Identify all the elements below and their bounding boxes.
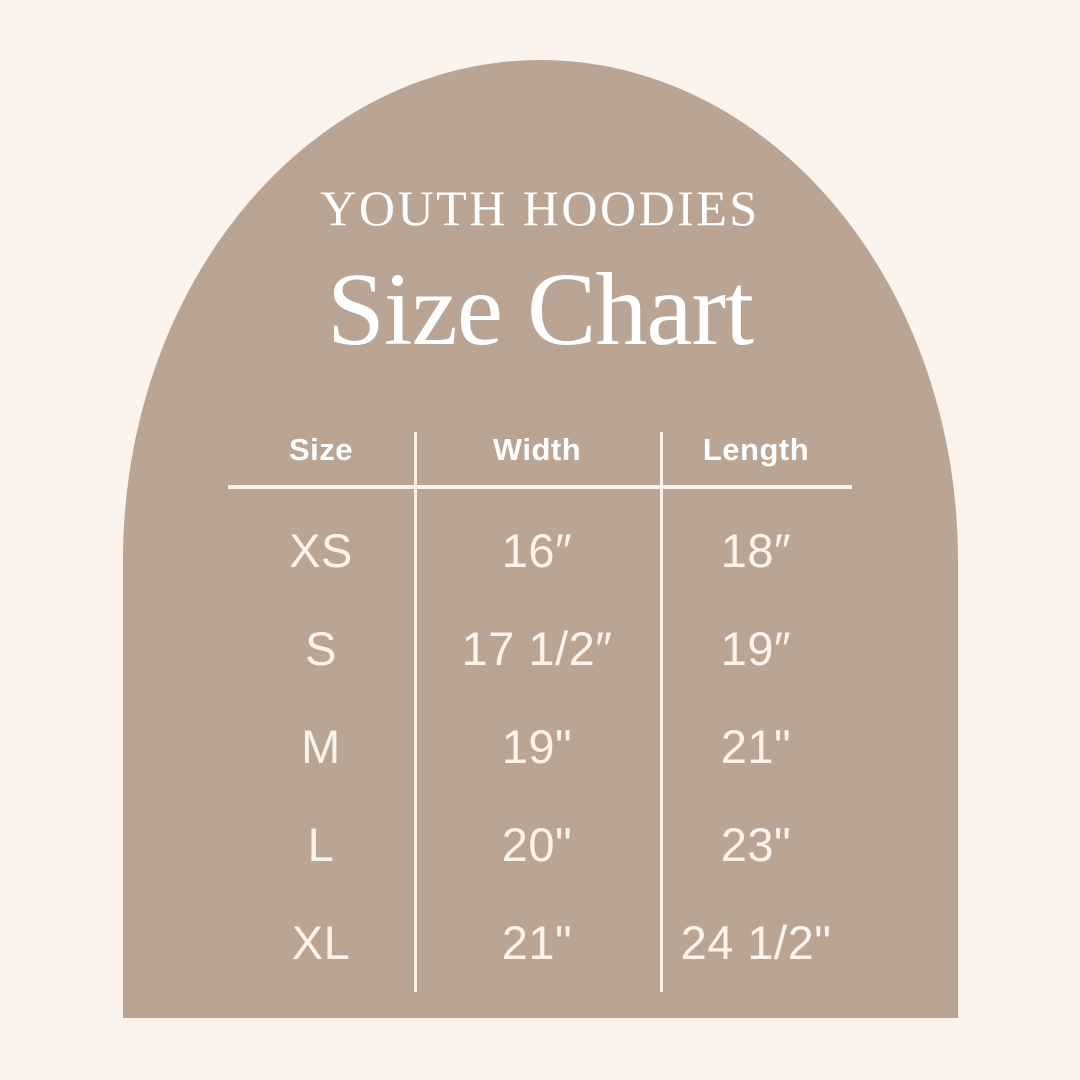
cell-length: 23" [720,817,792,871]
column-divider-2 [660,432,663,992]
table-body: XS 16″ 18″ S 17 1/2″ 19″ M 19" 21" L 20"… [228,501,852,991]
table-row: L 20" 23" [228,795,852,893]
table-header-row: Size Width Length [228,415,852,485]
cell-length: 24 1/2" [680,915,832,969]
table-row: XL 21" 24 1/2" [228,893,852,991]
table-row: XS 16″ 18″ [228,501,852,599]
cell-size: S [305,621,337,675]
cell-width: 16″ [501,523,573,577]
cell-length: 19″ [720,621,792,675]
table-row: S 17 1/2″ 19″ [228,599,852,697]
size-table: Size Width Length XS 16″ 18″ S 17 1/2″ 1… [228,415,852,995]
cell-width: 20" [501,817,573,871]
cell-width: 17 1/2″ [461,621,613,675]
column-divider-1 [414,432,417,992]
arch-background-shape [123,60,958,1018]
cell-size: XL [291,915,351,969]
column-header-length: Length [702,432,810,467]
column-header-width: Width [492,432,582,467]
header-divider-line [228,485,852,489]
table-row: M 19" 21" [228,697,852,795]
cell-size: XS [289,523,353,577]
cell-length: 21" [720,719,792,773]
cell-size: L [307,817,335,871]
page-title: Size Chart [326,252,754,367]
column-header-size: Size [288,432,354,467]
cell-size: M [301,719,341,773]
eyebrow-heading: YOUTH HOODIES [320,180,760,236]
cell-width: 21" [501,915,573,969]
cell-length: 18″ [720,523,792,577]
cell-width: 19" [501,719,573,773]
